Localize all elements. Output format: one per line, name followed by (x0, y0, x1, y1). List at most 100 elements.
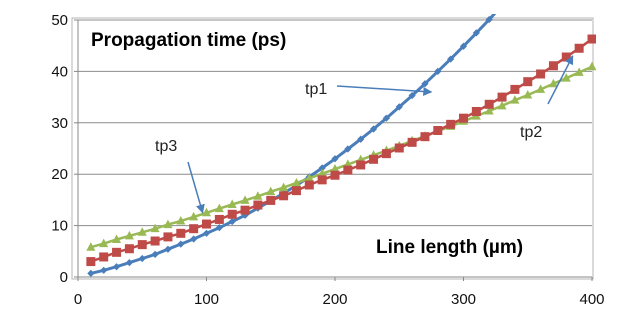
data-point-tp1 (408, 91, 416, 100)
annotation-arrow-tp1 (336, 85, 433, 96)
data-point-tp2 (317, 175, 327, 185)
data-point-tp3 (176, 215, 186, 225)
data-point-tp3 (291, 177, 301, 187)
data-point-tp3 (304, 173, 314, 182)
data-point-tp3 (214, 203, 224, 213)
data-point-tp3 (574, 67, 584, 76)
data-point-tp2 (86, 257, 96, 267)
data-point-tp2 (330, 170, 340, 180)
y-tick-label-0: 0 (60, 269, 68, 286)
data-point-tp1 (164, 245, 172, 253)
data-point-tp3 (523, 90, 533, 99)
x-axis-label: Line length (µm) (376, 237, 523, 258)
data-point-tp3 (202, 207, 211, 217)
data-point-tp2 (99, 252, 109, 262)
data-point-tp3 (137, 227, 147, 236)
data-point-tp1 (100, 266, 108, 274)
series-line-tp3 (90, 65, 593, 249)
data-point-tp2 (356, 160, 366, 170)
data-point-tp2 (394, 143, 404, 153)
annotation-arrow-tp3 (187, 161, 205, 214)
data-point-tp2 (214, 214, 224, 224)
data-point-tp2 (253, 200, 263, 210)
data-point-tp3 (150, 223, 160, 233)
data-point-tp2 (150, 236, 160, 246)
data-point-tp1 (151, 250, 159, 258)
data-point-tp2 (112, 247, 122, 257)
data-point-tp2 (163, 232, 173, 242)
data-point-tp1 (447, 55, 455, 63)
x-tick-label-0: 0 (74, 291, 82, 308)
data-point-tp2 (343, 165, 353, 175)
chart-title: Propagation time (ps) (91, 30, 286, 51)
series-line-tp2 (90, 37, 593, 263)
data-point-tp2 (240, 205, 250, 215)
data-point-tp1 (421, 80, 429, 88)
data-point-tp3 (317, 168, 327, 178)
data-point-tp1 (357, 135, 365, 143)
y-axis-ticks: 0 10 20 30 40 50 (51, 12, 78, 286)
annotation-label-tp3: tp3 (155, 138, 177, 155)
data-point-tp1 (369, 125, 378, 133)
data-point-tp2 (369, 154, 379, 164)
y-tick-label-30: 30 (51, 115, 68, 132)
x-tick-label-300: 300 (451, 291, 476, 308)
data-point-tp2 (523, 77, 533, 87)
data-point-tp3 (189, 211, 199, 221)
data-point-tp1 (344, 145, 352, 153)
y-tick-label-50: 50 (51, 12, 68, 29)
data-point-tp2 (587, 34, 596, 44)
data-point-tp1 (331, 155, 339, 163)
data-point-tp3 (484, 105, 494, 115)
data-point-tp3 (253, 191, 263, 200)
data-point-tp2 (189, 224, 199, 234)
data-point-tp3 (266, 186, 276, 196)
annotation-arrow-tp2 (547, 55, 574, 105)
data-point-tp2 (459, 113, 468, 123)
data-point-tp3 (163, 219, 173, 229)
data-point-tp1 (395, 103, 403, 111)
data-point-tp1 (87, 269, 95, 278)
data-point-tp3 (124, 230, 134, 240)
data-point-tp2 (510, 84, 520, 94)
x-axis-ticks: 0 100 200 300 400 (74, 277, 605, 308)
data-point-tp1 (228, 217, 236, 226)
data-point-tp1 (498, 2, 505, 9)
data-point-tp3 (330, 164, 340, 173)
annotation-label-tp1: tp1 (305, 81, 327, 98)
data-point-tp3 (587, 61, 596, 71)
annotation-layer: tp1 tp2 tp3 (155, 55, 574, 214)
y-tick-label-20: 20 (51, 166, 68, 183)
data-point-tp2 (433, 126, 443, 136)
annotation-label-tp2: tp2 (520, 124, 542, 141)
data-point-tp2 (497, 92, 507, 102)
data-point-tp1 (190, 235, 198, 243)
x-tick-label-100: 100 (194, 291, 219, 308)
data-point-tp3 (99, 238, 109, 248)
plot-area (71, 17, 594, 280)
data-point-tp1 (125, 259, 133, 267)
data-point-tp3 (112, 234, 122, 243)
data-point-tp1 (318, 164, 326, 172)
data-point-tp1 (434, 67, 442, 75)
data-point-tp1 (202, 229, 211, 237)
data-point-tp2 (471, 106, 481, 116)
data-point-tp3 (240, 195, 250, 204)
data-point-tp2 (227, 209, 237, 219)
data-point-tp2 (574, 43, 584, 53)
data-point-tp3 (548, 78, 558, 88)
data-point-tp2 (291, 186, 301, 196)
data-point-tp1 (215, 224, 223, 232)
data-point-tp2 (548, 61, 558, 71)
data-point-tp1 (177, 240, 185, 248)
data-point-tp1 (112, 263, 121, 271)
data-point-tp2 (137, 240, 147, 250)
data-point-tp2 (446, 119, 456, 129)
data-point-tp1 (382, 114, 390, 122)
data-point-tp1 (138, 254, 146, 263)
data-point-tp2 (536, 69, 546, 79)
data-point-tp2 (304, 180, 314, 190)
data-point-tp2 (561, 52, 571, 62)
data-point-tp3 (561, 73, 571, 82)
